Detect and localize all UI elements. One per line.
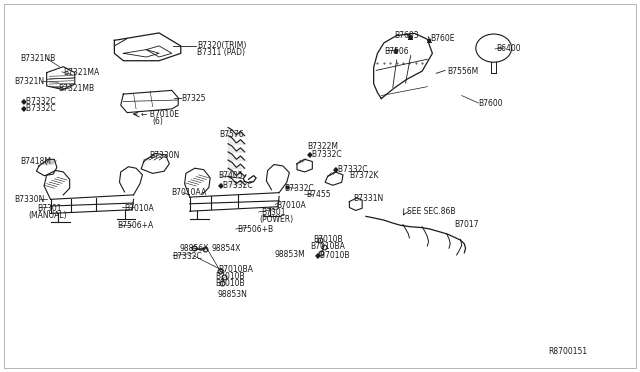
Text: ◆B7332C: ◆B7332C <box>21 103 57 112</box>
Text: B7017: B7017 <box>454 220 479 229</box>
Text: 98854X: 98854X <box>211 244 241 253</box>
Text: 98853N: 98853N <box>218 291 248 299</box>
Text: B7325: B7325 <box>181 94 206 103</box>
Text: ◆B7332C: ◆B7332C <box>333 164 369 173</box>
Text: B7332C: B7332C <box>172 252 202 261</box>
Text: B7405: B7405 <box>218 171 243 180</box>
Polygon shape <box>43 160 52 164</box>
Text: SEE SEC.86B: SEE SEC.86B <box>407 207 455 216</box>
Text: B7010B: B7010B <box>314 235 343 244</box>
Text: (POWER): (POWER) <box>259 215 294 224</box>
Polygon shape <box>51 160 57 164</box>
Text: B7010AA: B7010AA <box>172 188 207 197</box>
Text: B7010A: B7010A <box>276 201 307 210</box>
Text: 98856X: 98856X <box>179 244 209 253</box>
Text: 98853M: 98853M <box>274 250 305 259</box>
Text: B7321MB: B7321MB <box>58 84 94 93</box>
Text: B7010A: B7010A <box>124 204 154 213</box>
Polygon shape <box>394 49 398 53</box>
Text: B7330N: B7330N <box>149 151 179 160</box>
Text: B7506: B7506 <box>384 47 408 56</box>
Text: B7332C: B7332C <box>284 184 314 193</box>
Text: B7311 (PAD): B7311 (PAD) <box>197 48 245 57</box>
Text: B7320(TRIM): B7320(TRIM) <box>197 41 247 50</box>
Text: (6): (6) <box>152 117 163 126</box>
Text: B7576: B7576 <box>219 129 244 139</box>
Text: B7010B: B7010B <box>215 272 245 281</box>
Text: B7331N: B7331N <box>353 194 383 203</box>
Text: ◆B7010B: ◆B7010B <box>315 250 350 259</box>
Text: B7301: B7301 <box>261 208 285 217</box>
Text: B7506+A: B7506+A <box>118 221 154 230</box>
Text: ← B7010E: ← B7010E <box>141 110 179 119</box>
Text: B7010BA: B7010BA <box>310 242 345 251</box>
Text: B7418M: B7418M <box>20 157 51 166</box>
Text: B7330N: B7330N <box>15 195 45 204</box>
Text: B7603: B7603 <box>394 31 419 40</box>
Text: (MANUAL): (MANUAL) <box>29 211 67 220</box>
Text: B7321NB: B7321NB <box>20 54 55 62</box>
Text: R8700151: R8700151 <box>548 347 588 356</box>
Text: B7010BA: B7010BA <box>218 264 253 273</box>
Text: B7372K: B7372K <box>349 171 379 180</box>
Text: B7321MA: B7321MA <box>63 68 100 77</box>
Text: B7506+B: B7506+B <box>237 225 273 234</box>
Text: B7600: B7600 <box>478 99 503 108</box>
Text: B7455: B7455 <box>306 190 331 199</box>
Polygon shape <box>47 160 54 164</box>
Polygon shape <box>39 160 49 164</box>
Text: B7322M: B7322M <box>307 142 338 151</box>
Text: B6400: B6400 <box>496 44 521 53</box>
Text: B7556M: B7556M <box>448 67 479 76</box>
Text: B760E: B760E <box>430 34 454 44</box>
Text: B7321N: B7321N <box>15 77 45 86</box>
Text: ◆B7332C: ◆B7332C <box>21 96 57 105</box>
Text: ◆B7332C: ◆B7332C <box>307 149 343 158</box>
Text: B7301: B7301 <box>37 204 61 213</box>
Text: B7010B: B7010B <box>215 279 245 288</box>
Text: ◆B7332C: ◆B7332C <box>218 180 253 189</box>
